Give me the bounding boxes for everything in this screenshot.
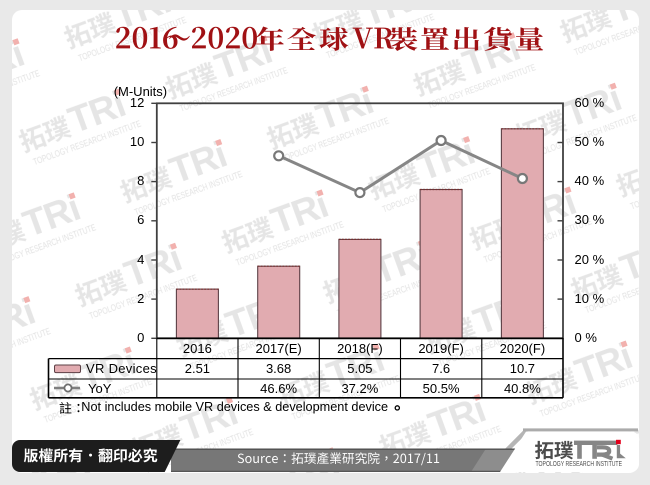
svg-text:TOPOLOGY RESEARCH INSTITUTE: TOPOLOGY RESEARCH INSTITUTE [536, 461, 623, 468]
